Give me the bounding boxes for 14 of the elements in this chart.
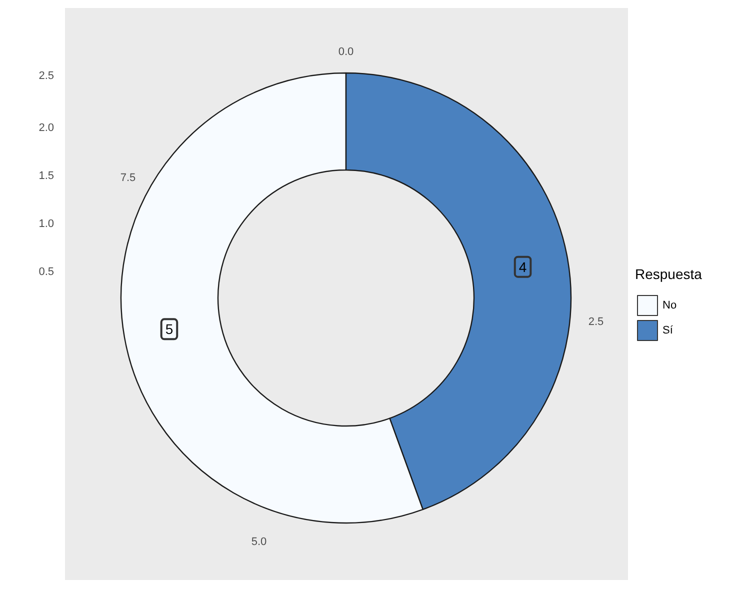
legend-label: Sí: [662, 324, 674, 336]
legend-title: Respuesta: [635, 266, 702, 282]
text: 1.5: [38, 170, 54, 182]
text: 2.0: [38, 122, 54, 134]
legend-label: No: [662, 300, 677, 312]
text: 2.5: [588, 316, 604, 328]
text: 7.5: [120, 172, 136, 184]
text: 1.0: [38, 218, 54, 230]
data-label: 5: [165, 321, 174, 338]
text: 0.0: [338, 46, 354, 58]
text: 0.5: [38, 266, 54, 278]
text: 2.5: [38, 70, 54, 82]
text: 5.0: [251, 536, 267, 548]
data-label: 4: [518, 258, 527, 275]
